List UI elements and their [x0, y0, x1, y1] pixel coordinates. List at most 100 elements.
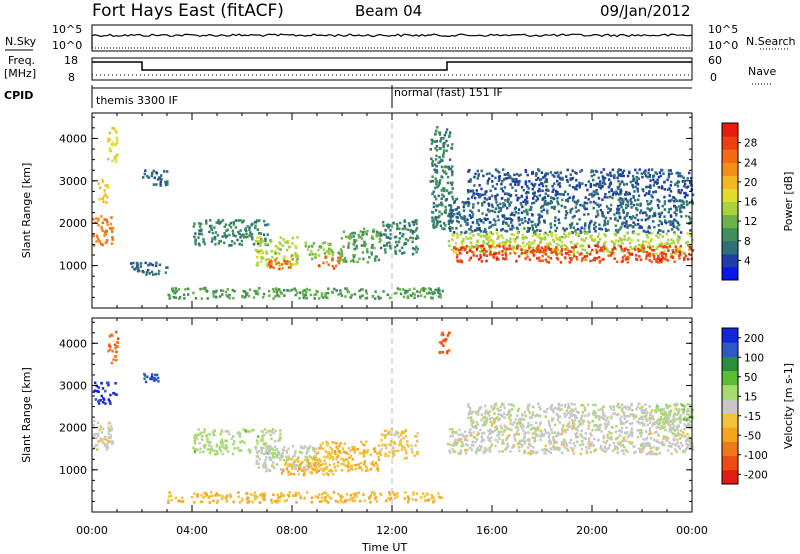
power-echo-cell — [523, 235, 526, 239]
power-echo-cell — [246, 235, 249, 239]
velocity-echo-cell — [317, 462, 321, 466]
power-echo-cell — [494, 219, 497, 223]
power-echo-cell — [432, 205, 436, 209]
velocity-echo-cell — [575, 440, 579, 444]
velocity-echo-cell — [298, 450, 301, 454]
velocity-echo-cell — [675, 418, 678, 421]
velocity-echo-cell — [233, 447, 236, 450]
velocity-echo-cell — [329, 455, 333, 459]
power-echo-cell — [604, 246, 608, 250]
power-echo-cell — [650, 237, 653, 241]
power-echo-cell — [567, 235, 570, 238]
power-echo-cell — [439, 296, 442, 299]
power-echo-cell — [597, 176, 600, 180]
velocity-echo-cell — [449, 451, 452, 454]
power-echo-cell — [570, 258, 573, 262]
velocity-echo-cell — [465, 443, 468, 446]
velocity-echo-cell — [390, 444, 393, 447]
power-echo-cell — [434, 158, 438, 161]
power-echo-cell — [549, 171, 553, 174]
velocity-echo-cell — [654, 410, 658, 414]
power-echo-cell — [599, 180, 602, 183]
power-echo-cell — [484, 193, 487, 196]
power-echo-cell — [435, 218, 438, 221]
velocity-echo-cell — [389, 439, 393, 443]
power-echo-cell — [594, 244, 597, 247]
velocity-echo-cell — [411, 498, 414, 501]
power-echo-cell — [492, 241, 495, 244]
velocity-echo-cell — [584, 408, 587, 412]
velocity-echo-cell — [333, 462, 336, 466]
power-echo-cell — [408, 288, 411, 291]
velocity-echo-cell — [385, 446, 388, 450]
power-echo-cell — [688, 252, 691, 256]
power-echo-cell — [667, 210, 670, 214]
power-echo-cell — [251, 237, 254, 241]
power-echo-cell — [588, 253, 592, 256]
power-echo-cell — [303, 289, 306, 292]
power-echo-cell — [528, 246, 531, 250]
power-echo-cell — [111, 236, 114, 239]
power-echo-cell — [377, 258, 381, 262]
velocity-echo-cell — [543, 410, 546, 413]
power-echo-cell — [177, 288, 181, 291]
velocity-echo-cell — [351, 458, 354, 461]
power-echo-cell — [226, 288, 229, 291]
power-echo-cell — [509, 193, 513, 197]
velocity-echo-cell — [584, 414, 587, 417]
power-echo-cell — [450, 147, 454, 150]
power-echo-cell — [646, 175, 649, 179]
velocity-echo-cell — [486, 412, 490, 415]
velocity-echo-cell — [567, 402, 570, 406]
power-echo-cell — [363, 244, 366, 248]
velocity-echo-cell — [298, 468, 301, 471]
velocity-echo-cell — [167, 501, 170, 504]
power-echo-cell — [678, 172, 682, 175]
power-echo-cell — [281, 267, 284, 270]
power-echo-cell — [406, 239, 410, 242]
velocity-echo-cell — [484, 450, 488, 453]
power-echo-cell — [248, 226, 251, 229]
velocity-echo-cell — [282, 458, 285, 462]
power-echo-cell — [660, 220, 663, 224]
velocity-echo-cell — [604, 427, 607, 430]
power-echo-cell — [393, 236, 397, 239]
velocity-echo-cell — [613, 447, 617, 451]
power-echo-cell — [560, 253, 564, 256]
velocity-echo-cell — [662, 426, 665, 430]
velocity-echo-cell — [638, 417, 641, 421]
power-echo-cell — [580, 244, 583, 247]
power-echo-cell — [524, 181, 528, 184]
power-echo-cell — [592, 183, 596, 187]
power-echo-cell — [472, 203, 475, 206]
velocity-echo-cell — [579, 452, 583, 456]
velocity-echo-cell — [104, 437, 107, 441]
power-echo-cell — [553, 175, 556, 178]
power-echo-cell — [585, 237, 588, 240]
power-echo-cell — [554, 229, 557, 233]
power-echo-cell — [260, 249, 263, 252]
velocity-echo-cell — [610, 407, 613, 411]
velocity-echo-cell — [361, 442, 364, 446]
velocity-echo-cell — [661, 413, 664, 416]
power-echo-cell — [650, 199, 653, 203]
power-echo-cell — [208, 230, 211, 234]
velocity-echo-cell — [644, 444, 647, 447]
power-echo-cell — [486, 235, 490, 239]
power-echo-cell — [650, 231, 653, 235]
power-echo-cell — [649, 184, 652, 187]
velocity-echo-cell — [548, 422, 551, 426]
velocity-echo-cell — [603, 414, 607, 418]
velocity-echo-cell — [194, 434, 198, 437]
power-echo-cell — [578, 218, 581, 221]
power-echo-cell — [555, 226, 559, 230]
power-echo-cell — [338, 261, 341, 265]
velocity-echo-cell — [336, 454, 340, 457]
velocity-echo-cell — [360, 461, 363, 465]
nsky-tick-top: 10^5 — [52, 23, 82, 36]
velocity-echo-cell — [394, 431, 398, 434]
velocity-echo-cell — [194, 436, 198, 439]
power-echo-cell — [653, 225, 656, 229]
power-echo-cell — [648, 254, 652, 258]
power-echo-cell — [115, 136, 118, 140]
